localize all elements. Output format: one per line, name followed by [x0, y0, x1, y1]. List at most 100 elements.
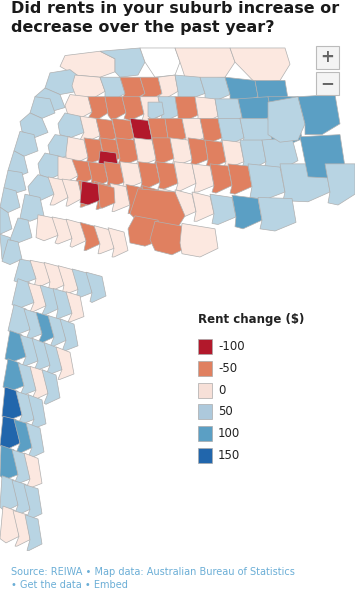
- Polygon shape: [210, 194, 236, 224]
- Polygon shape: [72, 159, 92, 185]
- Polygon shape: [5, 331, 26, 362]
- Polygon shape: [20, 113, 48, 138]
- Polygon shape: [175, 48, 235, 80]
- Polygon shape: [268, 97, 302, 124]
- Polygon shape: [65, 95, 92, 119]
- Polygon shape: [205, 140, 226, 168]
- Polygon shape: [262, 138, 298, 170]
- Polygon shape: [158, 188, 178, 217]
- Text: 150: 150: [218, 449, 240, 461]
- Bar: [198, 447, 212, 463]
- Polygon shape: [60, 51, 115, 77]
- Polygon shape: [72, 269, 92, 298]
- Polygon shape: [14, 259, 36, 284]
- Polygon shape: [72, 75, 105, 99]
- Polygon shape: [140, 48, 180, 77]
- Polygon shape: [0, 207, 12, 234]
- Polygon shape: [152, 138, 174, 165]
- Polygon shape: [8, 305, 30, 335]
- Polygon shape: [108, 228, 128, 257]
- Polygon shape: [300, 134, 345, 178]
- Polygon shape: [142, 185, 162, 215]
- Polygon shape: [53, 288, 72, 319]
- Polygon shape: [215, 99, 242, 124]
- Polygon shape: [175, 190, 196, 219]
- Polygon shape: [60, 319, 78, 351]
- Polygon shape: [158, 75, 178, 99]
- Polygon shape: [122, 97, 144, 120]
- Polygon shape: [2, 387, 22, 421]
- Polygon shape: [222, 140, 244, 168]
- Polygon shape: [148, 119, 168, 144]
- Polygon shape: [100, 48, 145, 77]
- Polygon shape: [48, 177, 68, 205]
- Polygon shape: [200, 77, 230, 101]
- Polygon shape: [240, 119, 272, 147]
- Polygon shape: [192, 164, 214, 192]
- Polygon shape: [38, 153, 64, 179]
- Text: 100: 100: [218, 427, 240, 440]
- Polygon shape: [130, 119, 152, 145]
- Text: −: −: [321, 74, 334, 92]
- Polygon shape: [78, 180, 98, 207]
- Polygon shape: [20, 194, 44, 221]
- Polygon shape: [30, 260, 50, 288]
- Polygon shape: [80, 181, 102, 205]
- Polygon shape: [58, 266, 78, 295]
- Polygon shape: [30, 367, 48, 400]
- Polygon shape: [228, 164, 252, 194]
- Text: 50: 50: [218, 406, 233, 418]
- Polygon shape: [20, 335, 38, 367]
- Polygon shape: [104, 162, 124, 188]
- Polygon shape: [0, 476, 18, 511]
- Polygon shape: [44, 342, 62, 375]
- Polygon shape: [66, 292, 84, 322]
- Polygon shape: [230, 48, 290, 83]
- Polygon shape: [80, 116, 100, 142]
- Polygon shape: [100, 77, 125, 101]
- Polygon shape: [36, 215, 58, 241]
- Polygon shape: [268, 116, 302, 147]
- Polygon shape: [32, 338, 50, 371]
- Polygon shape: [94, 181, 114, 209]
- Polygon shape: [66, 137, 88, 164]
- Polygon shape: [24, 453, 42, 489]
- Polygon shape: [42, 370, 60, 404]
- Polygon shape: [238, 97, 272, 123]
- Polygon shape: [58, 156, 78, 184]
- Polygon shape: [66, 219, 86, 247]
- Polygon shape: [14, 131, 38, 156]
- Polygon shape: [138, 162, 160, 190]
- Polygon shape: [175, 75, 205, 99]
- Polygon shape: [174, 162, 196, 191]
- Polygon shape: [12, 278, 34, 308]
- Polygon shape: [150, 221, 190, 255]
- Polygon shape: [12, 480, 30, 516]
- Polygon shape: [110, 184, 130, 212]
- Polygon shape: [180, 223, 218, 257]
- Polygon shape: [8, 151, 28, 178]
- Polygon shape: [45, 70, 80, 95]
- Polygon shape: [105, 97, 126, 120]
- Polygon shape: [218, 119, 244, 145]
- FancyBboxPatch shape: [316, 72, 339, 95]
- Text: Source: REIWA • Map data: Australian Bureau of Statistics
• Get the data • Embed: Source: REIWA • Map data: Australian Bur…: [11, 567, 295, 590]
- Polygon shape: [18, 363, 36, 396]
- Text: -100: -100: [218, 340, 245, 353]
- Polygon shape: [62, 179, 82, 206]
- Polygon shape: [40, 285, 58, 316]
- FancyBboxPatch shape: [316, 46, 339, 69]
- Polygon shape: [0, 446, 18, 480]
- Polygon shape: [200, 119, 222, 144]
- Polygon shape: [128, 216, 162, 246]
- Polygon shape: [44, 263, 64, 292]
- Polygon shape: [96, 119, 116, 144]
- Polygon shape: [0, 416, 20, 450]
- Text: Rent change ($): Rent change ($): [198, 313, 304, 326]
- Text: +: +: [321, 48, 334, 66]
- Text: 0: 0: [218, 384, 225, 396]
- Polygon shape: [58, 113, 84, 138]
- Polygon shape: [94, 226, 114, 254]
- Polygon shape: [165, 119, 186, 144]
- Polygon shape: [210, 164, 232, 193]
